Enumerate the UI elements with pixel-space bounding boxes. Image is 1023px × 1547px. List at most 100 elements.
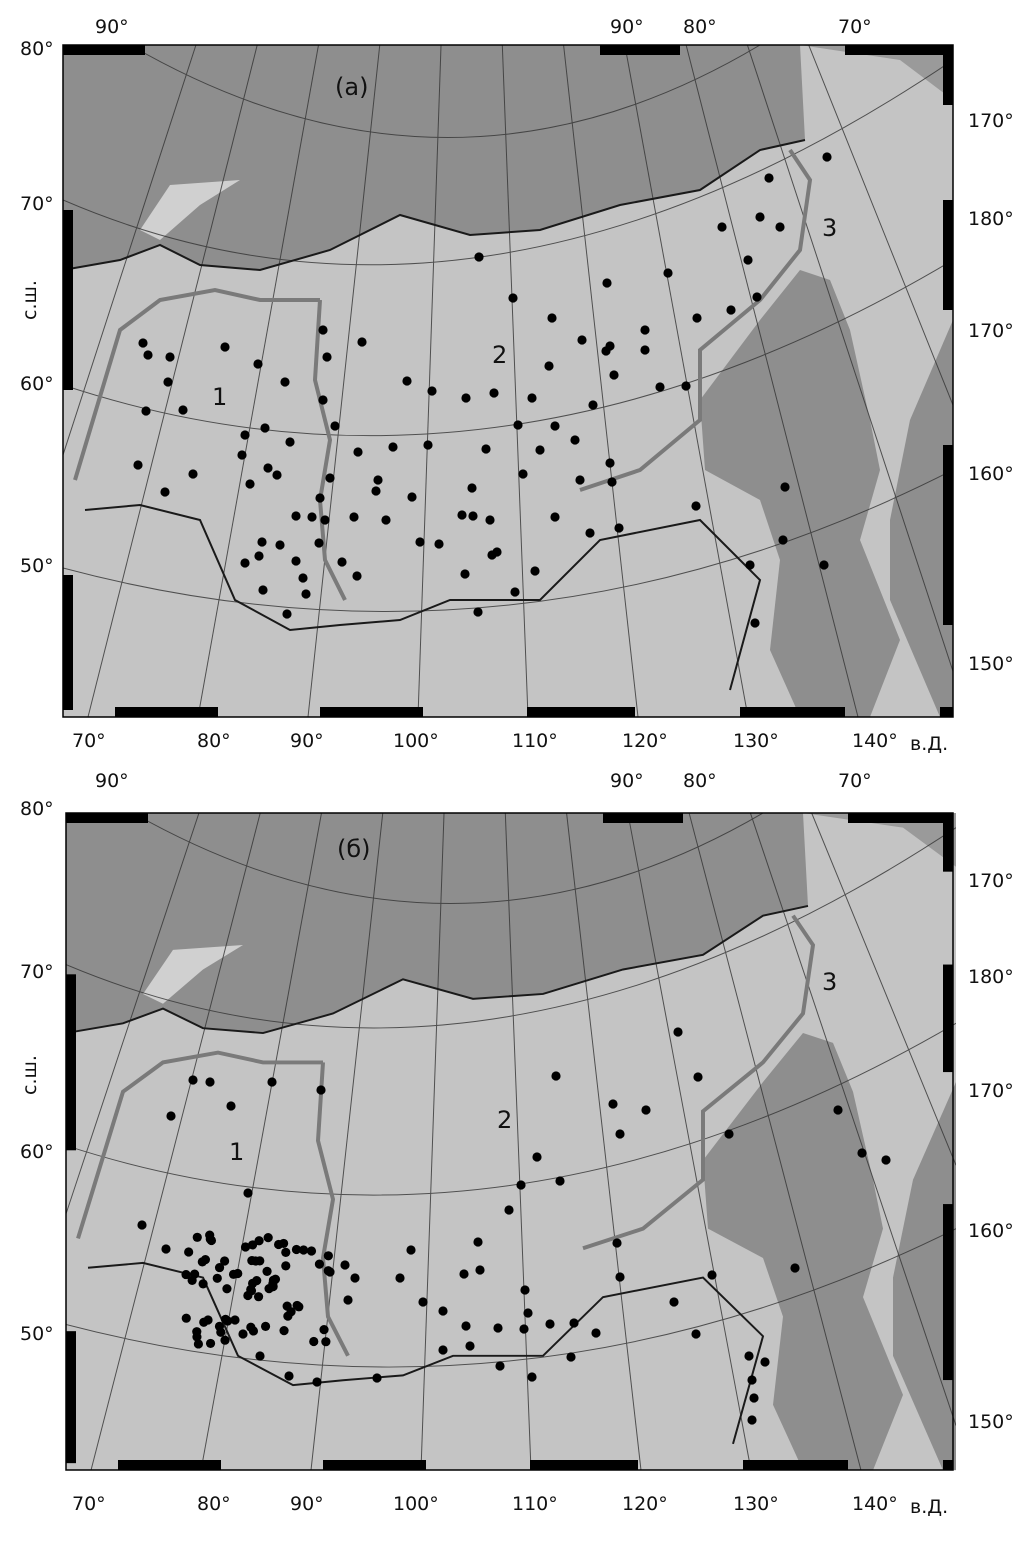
frame-segment: [940, 707, 953, 717]
frame-segment: [740, 707, 845, 717]
station-dot: [192, 1332, 202, 1342]
station-dot: [263, 463, 273, 473]
station-dot: [322, 352, 332, 362]
station-dot: [402, 376, 412, 386]
station-dot: [427, 386, 437, 396]
top-lon-label: 90°: [610, 770, 644, 792]
frame-segment: [743, 1460, 848, 1470]
bottom-lon-label: 120°: [622, 1493, 668, 1515]
station-dot: [190, 1269, 200, 1279]
station-dot: [247, 1240, 258, 1250]
station-dot: [321, 1337, 331, 1347]
station-dot: [252, 1276, 262, 1286]
station-dot: [460, 569, 470, 579]
station-dot: [226, 1101, 236, 1111]
right-lon-label: 180°: [968, 966, 1014, 988]
station-dot: [192, 1232, 202, 1242]
stations-b: [137, 1027, 891, 1425]
station-dot: [248, 1326, 259, 1336]
station-dot: [284, 1371, 294, 1381]
station-dot: [423, 440, 433, 450]
station-dot: [282, 609, 292, 619]
bottom-lon-label: 140°: [852, 730, 898, 752]
panel-title: (a): [335, 73, 368, 101]
station-dot: [268, 1281, 278, 1292]
right-lon-label: 150°: [968, 1411, 1014, 1433]
station-dot: [750, 618, 760, 628]
region-label: 2: [492, 341, 507, 369]
lat-unit-label: с.ш.: [19, 280, 41, 320]
station-dot: [220, 1314, 231, 1324]
station-dot: [165, 352, 175, 362]
station-dot: [415, 537, 425, 547]
frame-segment: [118, 1460, 221, 1470]
station-dot: [319, 1325, 329, 1335]
station-dot: [184, 1247, 194, 1257]
station-dot: [141, 406, 151, 416]
station-dot: [350, 1273, 360, 1283]
station-dot: [640, 325, 650, 335]
station-dot: [513, 420, 523, 430]
bottom-lon-label: 80°: [197, 730, 231, 752]
station-dot: [212, 1273, 222, 1283]
station-dot: [306, 1246, 317, 1256]
station-dot: [357, 337, 367, 347]
station-dot: [291, 556, 301, 566]
station-dot: [220, 342, 230, 352]
station-dot: [588, 400, 598, 410]
station-dot: [262, 1266, 272, 1276]
station-dot: [228, 1269, 239, 1279]
station-dot: [504, 1205, 514, 1215]
station-dot: [467, 483, 477, 493]
station-dot: [775, 222, 785, 232]
frame-segment: [320, 707, 423, 717]
frame-segment: [63, 45, 145, 55]
station-dot: [214, 1321, 225, 1331]
station-dot: [314, 538, 324, 548]
station-dot: [608, 1099, 618, 1109]
station-dot: [510, 587, 520, 597]
lat-unit-label: с.ш.: [19, 1055, 41, 1095]
station-dot: [615, 1129, 625, 1139]
station-dot: [298, 1245, 309, 1255]
station-dot: [279, 1326, 289, 1336]
left-lat-label: 50°: [20, 1323, 54, 1345]
station-dot: [407, 492, 417, 502]
station-dot: [475, 1265, 485, 1275]
station-dot: [745, 560, 755, 570]
station-dot: [318, 325, 328, 335]
station-dot: [320, 515, 330, 525]
station-dot: [508, 293, 518, 303]
station-dot: [291, 1244, 302, 1255]
station-dot: [188, 1075, 198, 1085]
station-dot: [724, 1129, 734, 1139]
station-dot: [857, 1148, 867, 1158]
station-dot: [237, 450, 247, 460]
station-dot: [473, 607, 483, 617]
station-dot: [555, 1176, 565, 1186]
station-dot: [535, 445, 545, 455]
frame-segment: [848, 813, 953, 823]
station-dot: [254, 551, 264, 561]
station-dot: [181, 1313, 191, 1323]
station-dot: [160, 487, 170, 497]
panel-title: (б): [337, 835, 371, 863]
frame-segment: [943, 1204, 953, 1381]
station-dot: [181, 1269, 191, 1280]
station-dot: [166, 1111, 176, 1121]
station-dot: [312, 1377, 322, 1387]
station-dot: [881, 1155, 891, 1165]
station-dot: [492, 547, 502, 557]
station-dot: [371, 486, 381, 496]
station-dot: [198, 1279, 208, 1289]
map-panel-a: (a) 1 2 3: [62, 44, 954, 718]
map-frame-a: [62, 44, 954, 718]
station-dot: [640, 345, 650, 355]
station-dot: [485, 515, 495, 525]
station-dot: [372, 1373, 382, 1383]
station-dot: [468, 511, 478, 521]
station-dot: [585, 528, 595, 538]
station-dot: [352, 571, 362, 581]
station-dot: [544, 361, 554, 371]
station-dot: [607, 477, 617, 487]
